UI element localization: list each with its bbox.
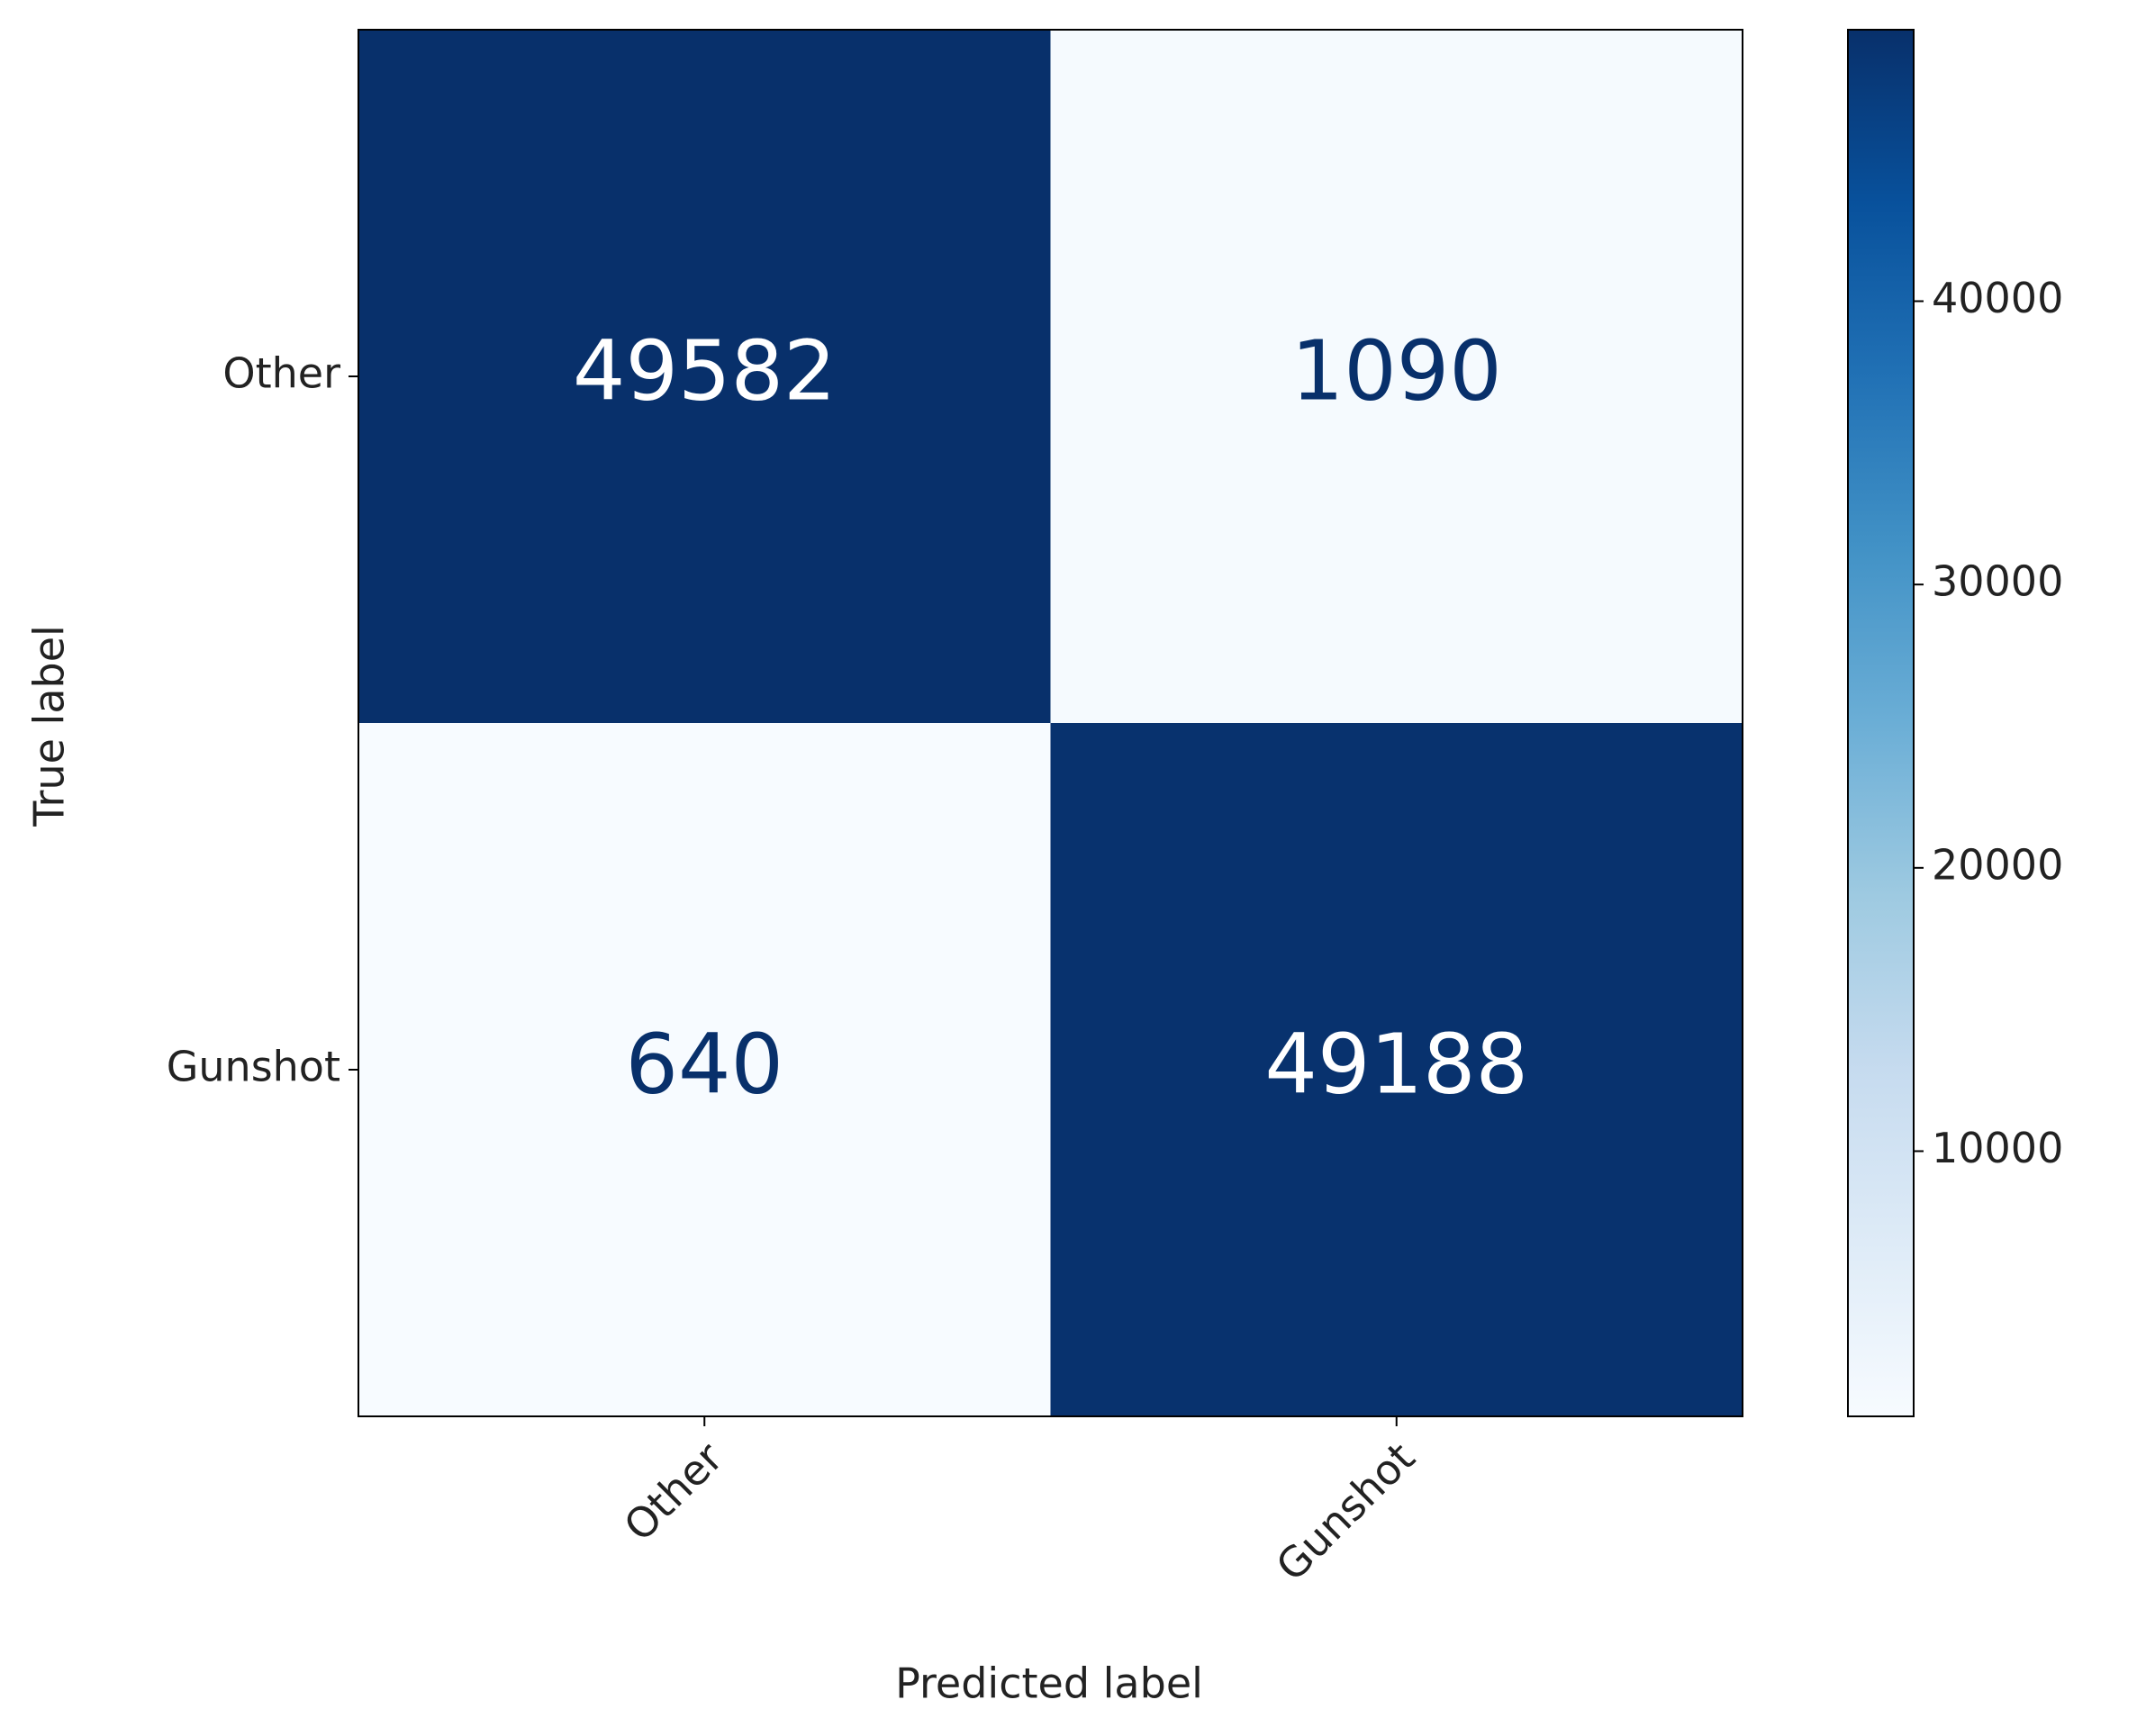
heatmap-cell	[358, 723, 1051, 1416]
x-tick-label: Other	[614, 1433, 732, 1551]
x-axis-label: Predicted label	[895, 1659, 1203, 1708]
cell-value: 49582	[573, 322, 837, 419]
x-tick-label: Gunshot	[1267, 1433, 1425, 1590]
y-tick-label: Other	[222, 349, 340, 398]
heatmap-cell	[1050, 723, 1743, 1416]
colorbar	[1847, 29, 1915, 1417]
heatmap-cell	[358, 30, 1051, 723]
colorbar-tick-label: 20000	[1932, 840, 2063, 889]
cell-value: 1090	[1291, 322, 1502, 419]
y-tick-label: Gunshot	[167, 1043, 340, 1091]
plot-frame	[358, 29, 1743, 1417]
colorbar-tick-label: 30000	[1932, 557, 2063, 606]
colorbar-tick-label: 10000	[1932, 1124, 2063, 1172]
heatmap-cell	[1050, 30, 1743, 723]
cell-value: 640	[625, 1016, 783, 1112]
cell-value: 49188	[1264, 1016, 1528, 1112]
y-axis-label: True label	[25, 625, 74, 827]
colorbar-tick-label: 40000	[1932, 274, 2063, 322]
